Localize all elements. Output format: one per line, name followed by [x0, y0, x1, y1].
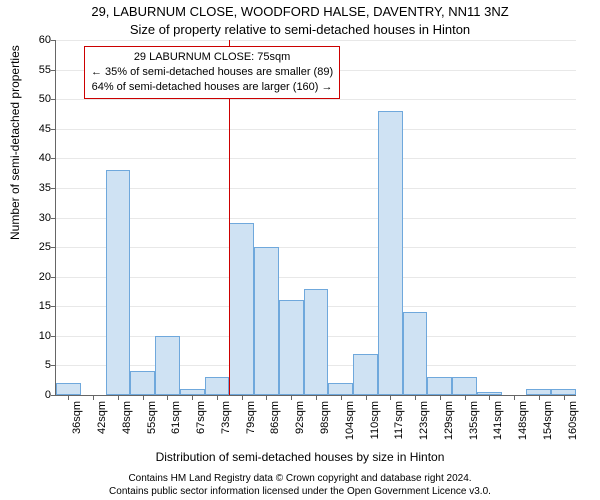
gridline — [56, 218, 576, 219]
chart-container: 29, LABURNUM CLOSE, WOODFORD HALSE, DAVE… — [0, 0, 600, 500]
histogram-bar — [155, 336, 180, 395]
ytick-mark — [51, 40, 56, 41]
chart-title-sub: Size of property relative to semi-detach… — [0, 22, 600, 37]
xtick-label: 123sqm — [418, 401, 430, 440]
ytick-mark — [51, 218, 56, 219]
xtick-label: 73sqm — [220, 401, 232, 434]
histogram-bar — [106, 170, 131, 395]
attribution-text: Contains HM Land Registry data © Crown c… — [0, 473, 600, 498]
histogram-bar — [229, 223, 254, 395]
gridline — [56, 99, 576, 100]
ytick-mark — [51, 365, 56, 366]
histogram-bar — [130, 371, 155, 395]
xtick-label: 36sqm — [71, 401, 83, 434]
ytick-label: 55 — [21, 64, 51, 76]
plot-area: 29 LABURNUM CLOSE: 75sqm← 35% of semi-de… — [55, 40, 576, 396]
ytick-mark — [51, 247, 56, 248]
xtick-label: 55sqm — [146, 401, 158, 434]
ytick-mark — [51, 70, 56, 71]
xtick-label: 67sqm — [195, 401, 207, 434]
annotation-line3: 64% of semi-detached houses are larger (… — [91, 80, 333, 95]
gridline — [56, 277, 576, 278]
xtick-label: 104sqm — [344, 401, 356, 440]
histogram-bar — [205, 377, 230, 395]
xtick-label: 129sqm — [443, 401, 455, 440]
histogram-bar — [328, 383, 353, 395]
xtick-label: 117sqm — [393, 401, 405, 439]
gridline — [56, 40, 576, 41]
histogram-bar — [304, 289, 329, 396]
xtick-label: 79sqm — [245, 401, 257, 434]
ytick-label: 20 — [21, 271, 51, 283]
xtick-label: 141sqm — [492, 401, 504, 440]
ytick-mark — [51, 306, 56, 307]
x-axis-label: Distribution of semi-detached houses by … — [0, 450, 600, 464]
xtick-label: 86sqm — [269, 401, 281, 434]
xtick-label: 148sqm — [517, 401, 529, 440]
xtick-label: 61sqm — [170, 401, 182, 434]
ytick-label: 5 — [21, 359, 51, 371]
gridline — [56, 247, 576, 248]
histogram-bar — [279, 300, 304, 395]
ytick-label: 45 — [21, 123, 51, 135]
histogram-bar — [353, 354, 378, 395]
xtick-label: 48sqm — [121, 401, 133, 434]
ytick-mark — [51, 336, 56, 337]
xtick-label: 98sqm — [319, 401, 331, 434]
ytick-mark — [51, 188, 56, 189]
xtick-label: 110sqm — [369, 401, 381, 439]
histogram-bar — [403, 312, 428, 395]
xtick-label: 92sqm — [294, 401, 306, 434]
y-axis-ticks: 051015202530354045505560 — [0, 40, 55, 395]
histogram-bar — [452, 377, 477, 395]
xtick-label: 160sqm — [567, 401, 579, 440]
histogram-bar — [427, 377, 452, 395]
histogram-bar — [378, 111, 403, 395]
ytick-label: 25 — [21, 241, 51, 253]
gridline — [56, 158, 576, 159]
ytick-mark — [51, 158, 56, 159]
ytick-mark — [51, 277, 56, 278]
attribution-line1: Contains HM Land Registry data © Crown c… — [128, 473, 471, 484]
histogram-bar — [56, 383, 81, 395]
ytick-label: 30 — [21, 212, 51, 224]
annotation-line1: 29 LABURNUM CLOSE: 75sqm — [91, 50, 333, 65]
x-axis-ticks: 36sqm 42sqm 48sqm 55sqm 61sqm 67sqm 73sqm 79sqm… — [55, 395, 575, 455]
gridline — [56, 129, 576, 130]
ytick-label: 40 — [21, 152, 51, 164]
histogram-bar — [254, 247, 279, 395]
ytick-label: 50 — [21, 93, 51, 105]
chart-title-main: 29, LABURNUM CLOSE, WOODFORD HALSE, DAVE… — [0, 4, 600, 19]
ytick-label: 15 — [21, 300, 51, 312]
ytick-label: 60 — [21, 34, 51, 46]
annotation-line2: ← 35% of semi-detached houses are smalle… — [91, 65, 333, 80]
gridline — [56, 188, 576, 189]
attribution-line2: Contains public sector information licen… — [109, 486, 491, 497]
xtick-label: 154sqm — [542, 401, 554, 440]
xtick-label: 42sqm — [96, 401, 108, 434]
annotation-box: 29 LABURNUM CLOSE: 75sqm← 35% of semi-de… — [84, 46, 340, 99]
ytick-label: 0 — [21, 389, 51, 401]
ytick-label: 35 — [21, 182, 51, 194]
ytick-mark — [51, 99, 56, 100]
ytick-mark — [51, 129, 56, 130]
xtick-label: 135sqm — [468, 401, 480, 440]
ytick-label: 10 — [21, 330, 51, 342]
